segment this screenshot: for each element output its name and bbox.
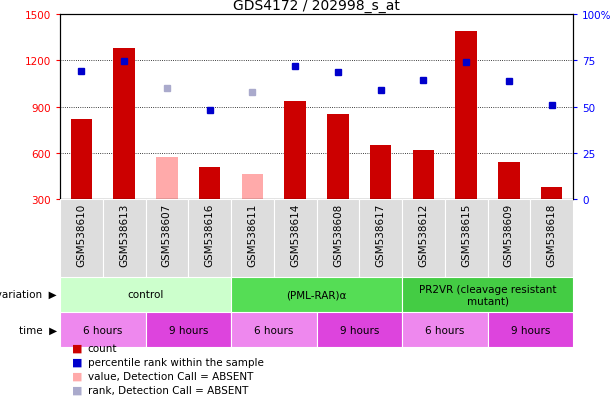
- Bar: [316, 199, 359, 277]
- Bar: [145, 199, 188, 277]
- Text: PR2VR (cleavage resistant
mutant): PR2VR (cleavage resistant mutant): [419, 284, 556, 306]
- Bar: [188, 199, 231, 277]
- Bar: [541, 187, 562, 199]
- Title: GDS4172 / 202998_s_at: GDS4172 / 202998_s_at: [233, 0, 400, 12]
- Text: (PML-RAR)α: (PML-RAR)α: [286, 290, 347, 300]
- Text: GSM538612: GSM538612: [419, 204, 428, 267]
- Text: 6 hours: 6 hours: [425, 325, 465, 335]
- Bar: [327, 115, 349, 199]
- Bar: [103, 199, 145, 277]
- Text: GSM538613: GSM538613: [119, 204, 129, 267]
- Bar: [455, 32, 477, 199]
- Bar: [359, 199, 402, 277]
- Text: ■: ■: [72, 385, 83, 395]
- Bar: [231, 199, 274, 277]
- Bar: [487, 199, 530, 277]
- Text: 9 hours: 9 hours: [169, 325, 208, 335]
- Text: value, Detection Call = ABSENT: value, Detection Call = ABSENT: [88, 371, 253, 381]
- Text: GSM538611: GSM538611: [248, 204, 257, 267]
- Text: 9 hours: 9 hours: [511, 325, 550, 335]
- Text: GSM538616: GSM538616: [205, 204, 215, 267]
- Bar: [231, 312, 316, 347]
- Bar: [199, 167, 220, 199]
- Text: GSM538615: GSM538615: [461, 204, 471, 267]
- Text: count: count: [88, 343, 117, 353]
- Bar: [413, 150, 434, 199]
- Text: rank, Detection Call = ABSENT: rank, Detection Call = ABSENT: [88, 385, 248, 395]
- Bar: [242, 175, 263, 199]
- Text: GSM538618: GSM538618: [547, 204, 557, 267]
- Text: ■: ■: [72, 371, 83, 381]
- Bar: [402, 277, 573, 312]
- Text: GSM538608: GSM538608: [333, 204, 343, 266]
- Text: genotype/variation  ▶: genotype/variation ▶: [0, 290, 57, 300]
- Bar: [274, 199, 316, 277]
- Bar: [60, 199, 103, 277]
- Text: percentile rank within the sample: percentile rank within the sample: [88, 357, 264, 367]
- Text: GSM538609: GSM538609: [504, 204, 514, 266]
- Text: control: control: [128, 290, 164, 300]
- Text: 9 hours: 9 hours: [340, 325, 379, 335]
- Text: 6 hours: 6 hours: [254, 325, 294, 335]
- Text: ■: ■: [72, 357, 83, 367]
- Bar: [70, 119, 92, 199]
- Bar: [60, 277, 231, 312]
- Bar: [445, 199, 487, 277]
- Text: time  ▶: time ▶: [19, 325, 57, 335]
- Bar: [498, 163, 520, 199]
- Text: GSM538614: GSM538614: [290, 204, 300, 267]
- Bar: [402, 312, 487, 347]
- Bar: [284, 102, 306, 199]
- Bar: [370, 146, 391, 199]
- Text: 6 hours: 6 hours: [83, 325, 123, 335]
- Text: GSM538607: GSM538607: [162, 204, 172, 266]
- Bar: [402, 199, 445, 277]
- Text: ■: ■: [72, 343, 83, 353]
- Bar: [145, 312, 231, 347]
- Bar: [231, 277, 402, 312]
- Bar: [316, 312, 402, 347]
- Bar: [487, 312, 573, 347]
- Bar: [60, 312, 145, 347]
- Text: GSM538617: GSM538617: [376, 204, 386, 267]
- Text: GSM538610: GSM538610: [77, 204, 86, 266]
- Bar: [530, 199, 573, 277]
- Bar: [113, 49, 135, 199]
- Bar: [156, 158, 178, 199]
